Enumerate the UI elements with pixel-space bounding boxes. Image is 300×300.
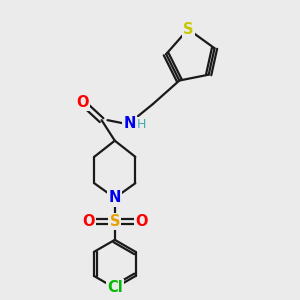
Text: H: H <box>137 118 146 131</box>
Text: O: O <box>82 214 94 229</box>
Text: O: O <box>76 95 89 110</box>
Text: N: N <box>123 116 136 130</box>
Text: S: S <box>110 214 120 229</box>
Text: S: S <box>183 22 194 37</box>
Text: N: N <box>109 190 121 206</box>
Text: O: O <box>135 214 147 229</box>
Text: Cl: Cl <box>107 280 123 296</box>
